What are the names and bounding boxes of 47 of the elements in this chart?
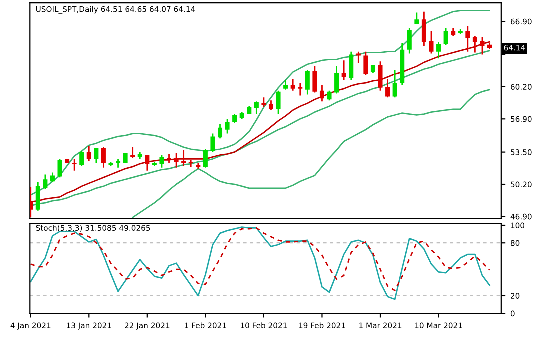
candlestick bbox=[174, 152, 179, 169]
candlestick bbox=[298, 82, 303, 96]
candlestick bbox=[262, 96, 266, 108]
candlestick bbox=[472, 36, 478, 54]
candlestick bbox=[320, 84, 324, 102]
candlestick bbox=[94, 148, 99, 164]
candlestick bbox=[429, 30, 434, 54]
candlestick bbox=[167, 154, 172, 164]
candlestick bbox=[466, 26, 470, 53]
candlestick bbox=[334, 66, 340, 94]
candlestick bbox=[80, 150, 84, 167]
candlestick bbox=[422, 11, 426, 47]
candlestick bbox=[342, 60, 346, 81]
candlestick bbox=[276, 90, 281, 115]
candlestick bbox=[444, 28, 448, 46]
candlestick bbox=[364, 51, 368, 76]
candlestick bbox=[436, 41, 442, 60]
candlestick bbox=[407, 28, 412, 54]
candlestick bbox=[182, 150, 186, 167]
candlestick bbox=[72, 158, 77, 172]
candlestick bbox=[349, 51, 354, 81]
candlestick bbox=[480, 36, 485, 56]
candlestick bbox=[160, 154, 164, 169]
candlestick bbox=[327, 90, 332, 102]
candlestick bbox=[378, 60, 383, 92]
candlestick bbox=[203, 148, 208, 169]
candlestick bbox=[305, 70, 310, 96]
candlestick bbox=[225, 118, 230, 134]
line-series bbox=[132, 89, 490, 218]
candlestick bbox=[130, 146, 136, 159]
candlestick bbox=[101, 146, 106, 169]
candlestick bbox=[58, 158, 62, 178]
candlestick bbox=[210, 133, 216, 154]
candlestick bbox=[218, 123, 223, 140]
candlestick bbox=[43, 174, 48, 190]
candlestick bbox=[145, 154, 150, 172]
candlestick bbox=[36, 182, 40, 212]
candlestick bbox=[268, 100, 274, 112]
candlestick bbox=[392, 70, 398, 98]
candlestick bbox=[284, 79, 288, 91]
candlestick bbox=[50, 172, 55, 184]
candlestick bbox=[86, 146, 92, 162]
candlestick bbox=[188, 159, 194, 168]
candlestick bbox=[254, 100, 259, 115]
candlestick bbox=[386, 78, 390, 98]
candlestick bbox=[312, 66, 318, 94]
candlestick bbox=[290, 78, 296, 92]
